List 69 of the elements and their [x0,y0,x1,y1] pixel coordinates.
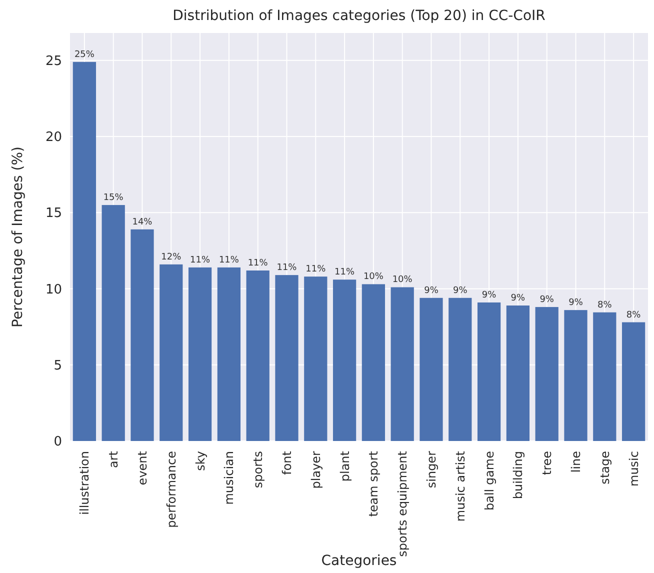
data-label: 11% [218,255,240,266]
bar [622,322,646,441]
x-tick-label: plant [338,450,352,482]
x-tick-label: event [135,450,150,486]
data-label: 9% [482,290,497,300]
data-label: 9% [540,295,554,306]
x-axis-title: Categories [321,553,397,569]
bar [390,287,414,441]
x-tick-label: art [106,450,121,468]
x-tick-label: ball game [482,451,496,510]
x-tick-label: music [626,451,641,486]
y-axis-title: Percentage of Images (%) [10,146,26,328]
data-label: 9% [510,294,526,304]
bar [188,267,212,441]
bar [448,298,472,441]
data-label: 9% [424,286,439,296]
bar [564,310,588,441]
bar [362,284,386,441]
data-label: 8% [626,310,642,320]
data-label: 12% [161,252,182,262]
bar [130,229,154,441]
x-tick-label: sky [193,451,208,471]
x-tick-label: singer [424,450,438,488]
data-label: 9% [568,298,584,308]
y-tick-label: 20 [45,130,62,146]
x-tick-label: sports [251,451,266,488]
x-tick-label: sports equipment [396,450,410,557]
x-tick-label: font [280,450,294,475]
y-tick-label: 15 [45,206,62,222]
y-tick-label: 10 [45,282,62,298]
data-label: 10% [363,272,384,282]
bar [332,280,356,441]
data-label: 11% [334,268,355,278]
data-label: 11% [248,258,268,268]
x-tick-label: line [568,451,583,473]
data-label: 11% [190,255,210,266]
chart-title: Distribution of Images categories (Top 20) in CC-CoIR [172,8,546,24]
x-tick-label: musician [222,451,236,505]
x-tick-label: illustration [78,451,92,515]
bar [275,275,298,441]
x-tick-label: team sport [366,450,381,517]
bar [506,306,530,441]
bar [535,307,558,441]
y-tick-label: 0 [54,434,62,450]
bar [420,298,443,441]
x-tick-label: stage [598,451,612,484]
data-label: 11% [306,264,326,275]
data-label: 10% [392,275,413,286]
data-label: 8% [598,300,612,310]
data-label: 11% [276,263,298,274]
y-tick-label: 25 [45,54,62,69]
data-label: 9% [453,286,468,296]
data-label: 14% [132,217,153,228]
x-tick-label: building [511,451,526,500]
bar [102,205,125,441]
bar [72,62,96,441]
bar [304,276,328,441]
bar [477,302,501,441]
y-tick-label: 5 [54,358,62,374]
bar [160,264,183,441]
x-tick-label: music artist [453,450,468,522]
bar [246,270,270,441]
x-tick-label: performance [164,451,178,528]
bar [217,267,241,441]
x-tick-label: player [308,450,323,489]
data-label: 15% [103,193,124,204]
x-tick-label: tree [540,451,554,476]
data-label: 25% [74,50,95,60]
bar [593,312,616,441]
